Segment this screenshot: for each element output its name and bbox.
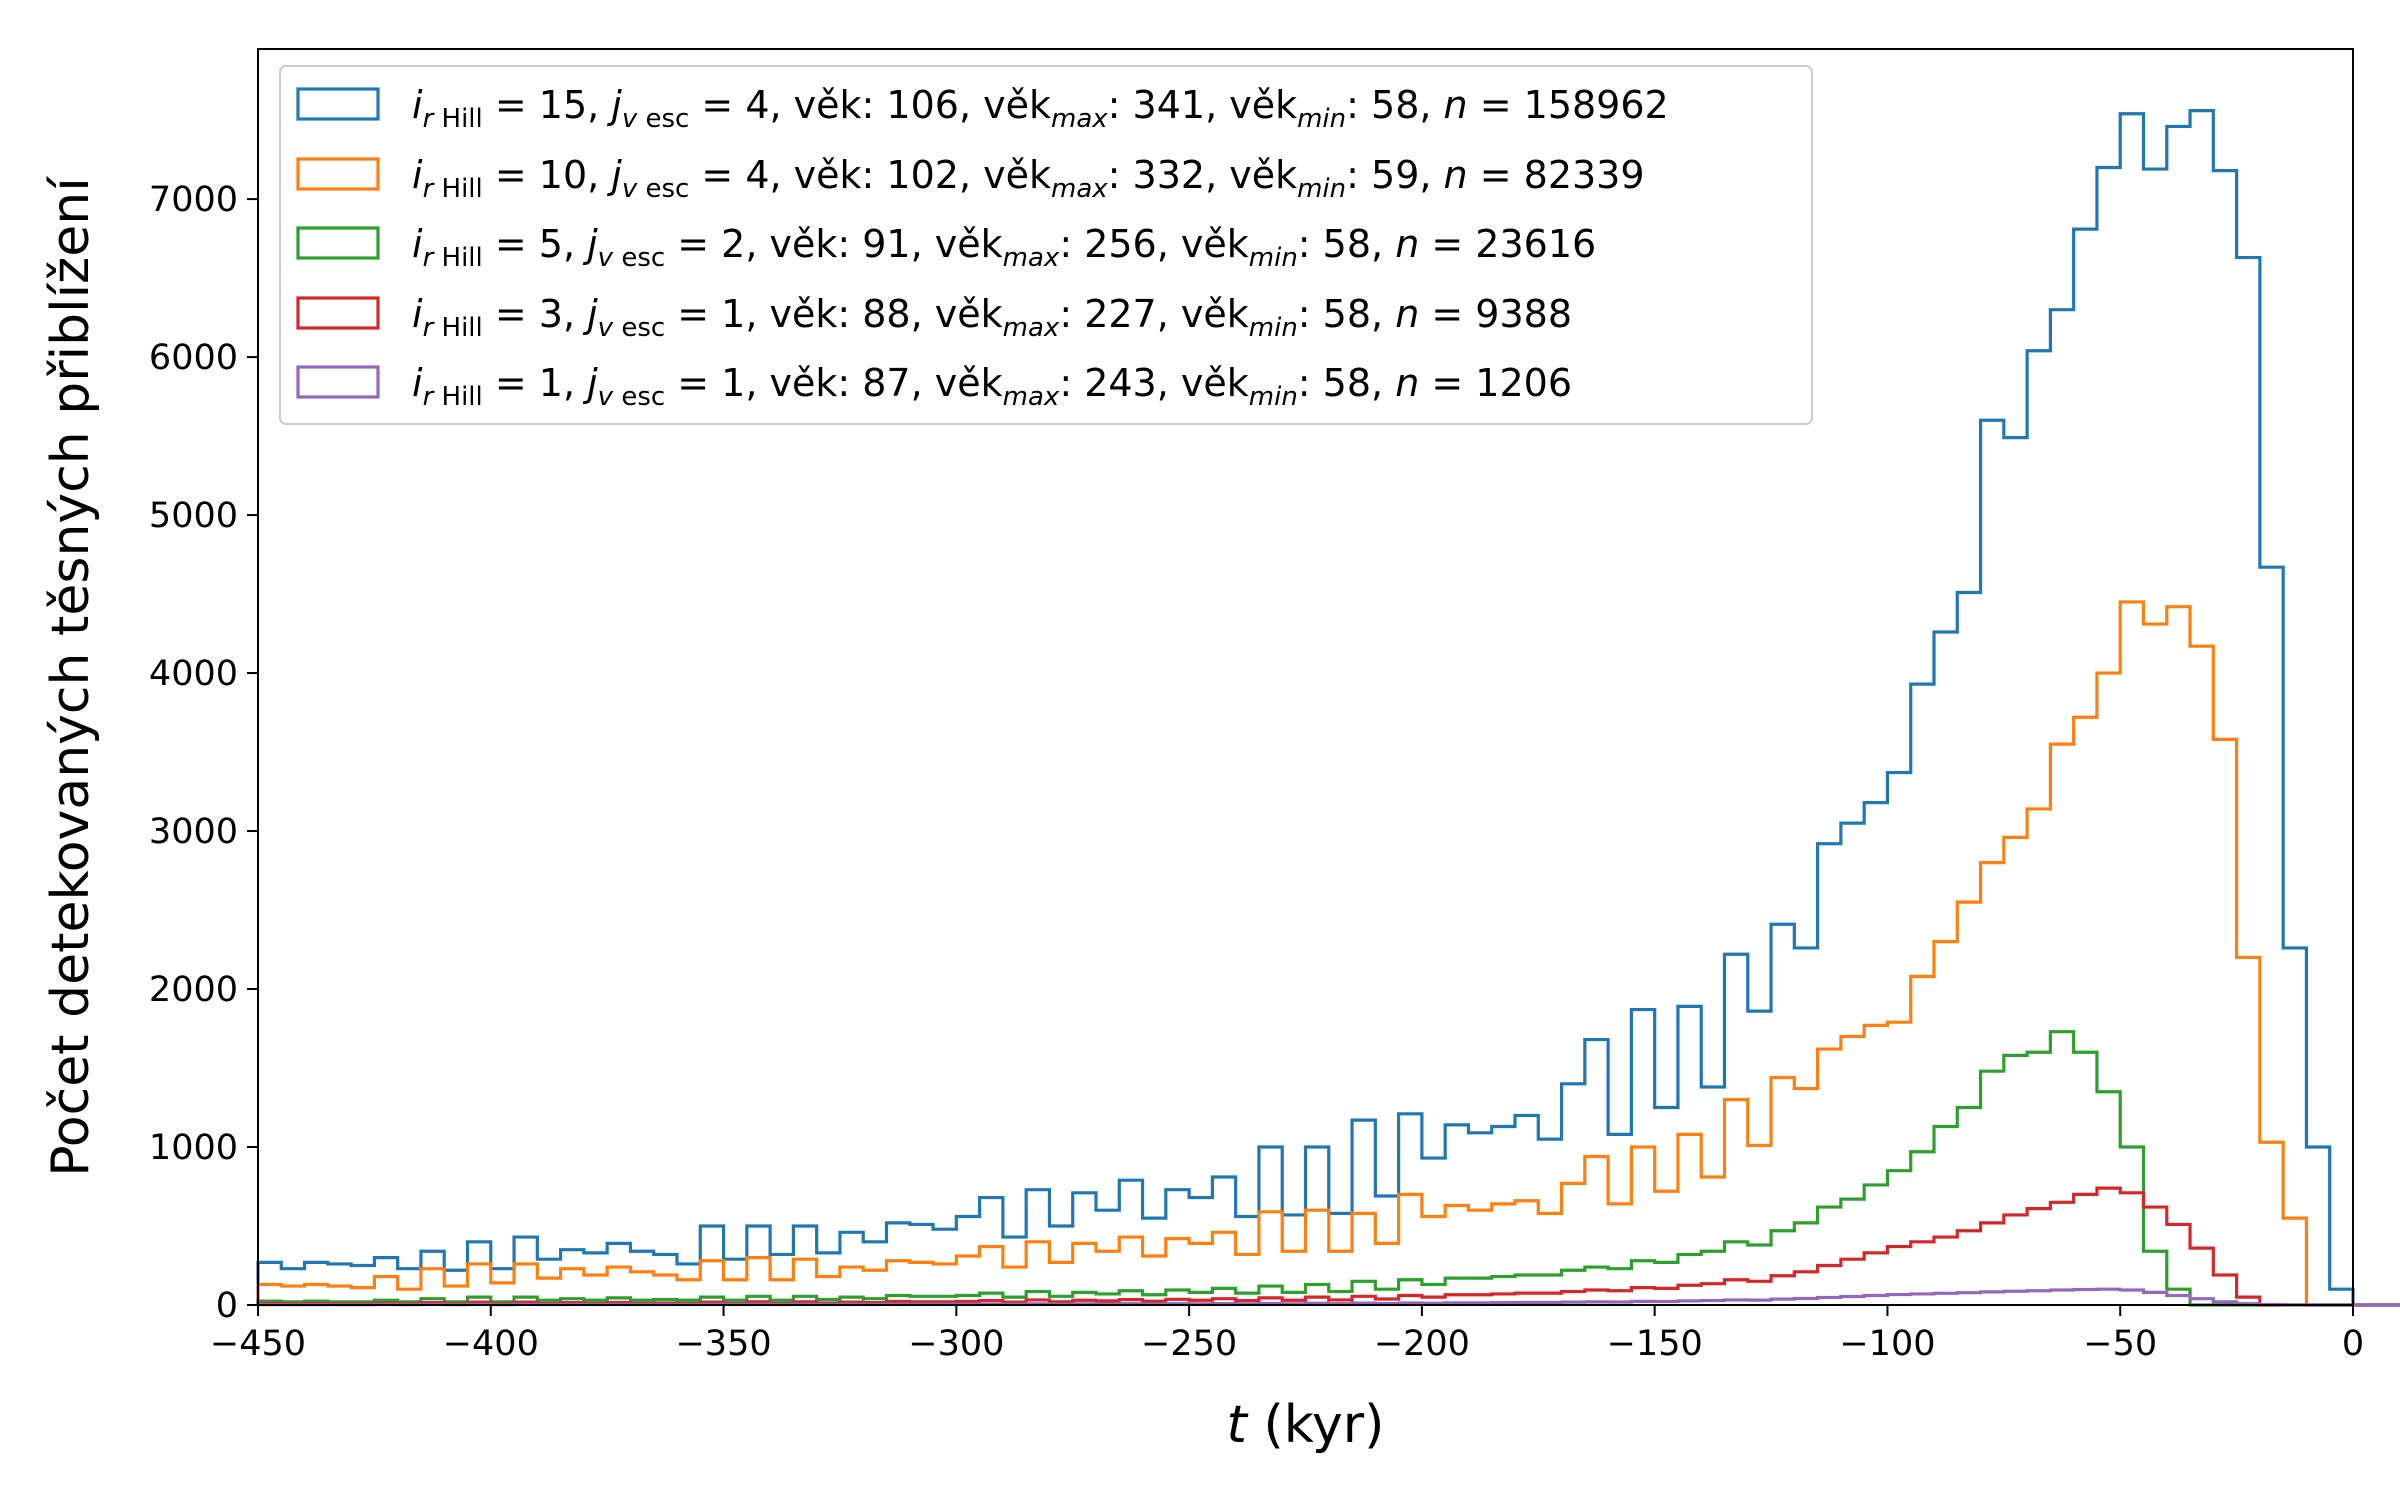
legend-entry: ir Hill = 3, jv esc = 1, věk: 88, věkmax… bbox=[412, 292, 1572, 343]
legend-entry: ir Hill = 15, jv esc = 4, věk: 106, věkm… bbox=[412, 83, 1669, 134]
histogram-series-2 bbox=[256, 600, 2400, 1307]
histogram-series-4 bbox=[256, 1186, 2400, 1307]
x-tick-label: −250 bbox=[1141, 1324, 1237, 1364]
y-tick-label: 0 bbox=[216, 1286, 238, 1326]
x-tick-label: −300 bbox=[908, 1324, 1004, 1364]
legend-swatch bbox=[296, 296, 380, 330]
legend-swatch bbox=[296, 157, 380, 191]
y-axis-title: Počet detekovaných těsných přiblížení bbox=[41, 176, 101, 1177]
plot-series bbox=[256, 109, 2400, 1307]
x-tick-label: −450 bbox=[210, 1324, 306, 1364]
legend-box bbox=[279, 65, 1813, 425]
y-tick-label: 5000 bbox=[149, 496, 238, 536]
legend-swatch bbox=[296, 365, 380, 399]
x-axis-title: t (kyr) bbox=[1227, 1395, 1385, 1455]
histogram-series-1 bbox=[256, 109, 2400, 1307]
axes-frame bbox=[257, 48, 2354, 1306]
legend: ir Hill = 15, jv esc = 4, věk: 106, věkm… bbox=[279, 65, 1813, 425]
legend-entry: ir Hill = 10, jv esc = 4, věk: 102, věkm… bbox=[412, 153, 1645, 204]
y-tick-label: 7000 bbox=[149, 180, 238, 220]
x-axis-variable: t bbox=[1227, 1395, 1249, 1455]
x-tick-label: −150 bbox=[1607, 1324, 1703, 1364]
y-tick-label: 6000 bbox=[149, 338, 238, 378]
y-tick-label: 4000 bbox=[149, 654, 238, 694]
histogram-series-3 bbox=[256, 1030, 2400, 1307]
y-tick-label: 2000 bbox=[149, 970, 238, 1010]
x-tick-label: −200 bbox=[1374, 1324, 1470, 1364]
x-tick-label: −100 bbox=[1839, 1324, 1935, 1364]
legend-swatch bbox=[296, 226, 380, 260]
y-tick-label: 3000 bbox=[149, 812, 238, 852]
y-axis-ticks: 0 1000 2000 3000 4000 5000 6000 7000 bbox=[149, 180, 258, 1326]
legend-entry: ir Hill = 1, jv esc = 1, věk: 87, věkmax… bbox=[412, 361, 1572, 412]
x-tick-label: −350 bbox=[675, 1324, 771, 1364]
legend-swatch bbox=[296, 87, 380, 121]
x-axis-unit: (kyr) bbox=[1247, 1395, 1385, 1455]
x-tick-label: −50 bbox=[2083, 1324, 2157, 1364]
x-tick-label: 0 bbox=[2342, 1324, 2364, 1364]
legend-entry: ir Hill = 5, jv esc = 2, věk: 91, věkmax… bbox=[412, 222, 1596, 273]
y-tick-label: 1000 bbox=[149, 1128, 238, 1168]
x-axis-ticks: −450 −400 −350 −300 −250 −200 −150 −100 −50 0 bbox=[210, 1305, 2364, 1364]
x-tick-label: −400 bbox=[443, 1324, 539, 1364]
